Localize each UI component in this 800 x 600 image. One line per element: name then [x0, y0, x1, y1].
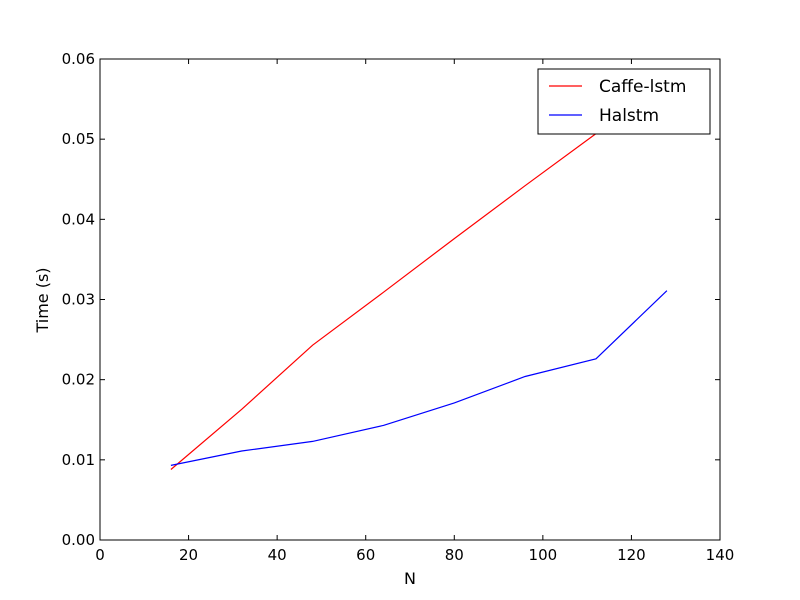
x-tick-label: 100 — [529, 546, 558, 564]
x-axis: 0 20 40 60 80 100 120 140 — [95, 59, 734, 564]
x-axis-label: N — [404, 569, 416, 588]
y-tick-label: 0.06 — [62, 50, 95, 68]
y-tick-label: 0.05 — [62, 130, 95, 148]
y-tick-label: 0.01 — [62, 451, 95, 469]
legend: Caffe-lstm Halstm — [537, 68, 711, 135]
legend-label: Caffe-lstm — [599, 77, 686, 97]
y-tick-label: 0.02 — [62, 371, 95, 389]
y-axis: 0.00 0.01 0.02 0.03 0.04 0.05 0.06 — [62, 50, 720, 549]
legend-label: Halstm — [599, 106, 659, 126]
y-tick-label: 0.04 — [62, 210, 95, 228]
x-tick-label: 60 — [356, 546, 375, 564]
y-axis-label: Time (s) — [33, 267, 52, 333]
x-tick-label: 40 — [268, 546, 287, 564]
x-tick-label: 120 — [617, 546, 646, 564]
series-line-caffe-lstm — [170, 80, 668, 470]
x-tick-label: 0 — [95, 546, 105, 564]
legend-box — [537, 68, 711, 135]
x-tick-label: 140 — [706, 546, 735, 564]
y-tick-label: 0.03 — [62, 291, 95, 309]
x-tick-label: 20 — [179, 546, 198, 564]
series-layer — [170, 80, 668, 470]
series-line-halstm — [170, 290, 668, 466]
x-tick-label: 80 — [445, 546, 464, 564]
y-tick-label: 0.00 — [62, 531, 95, 549]
